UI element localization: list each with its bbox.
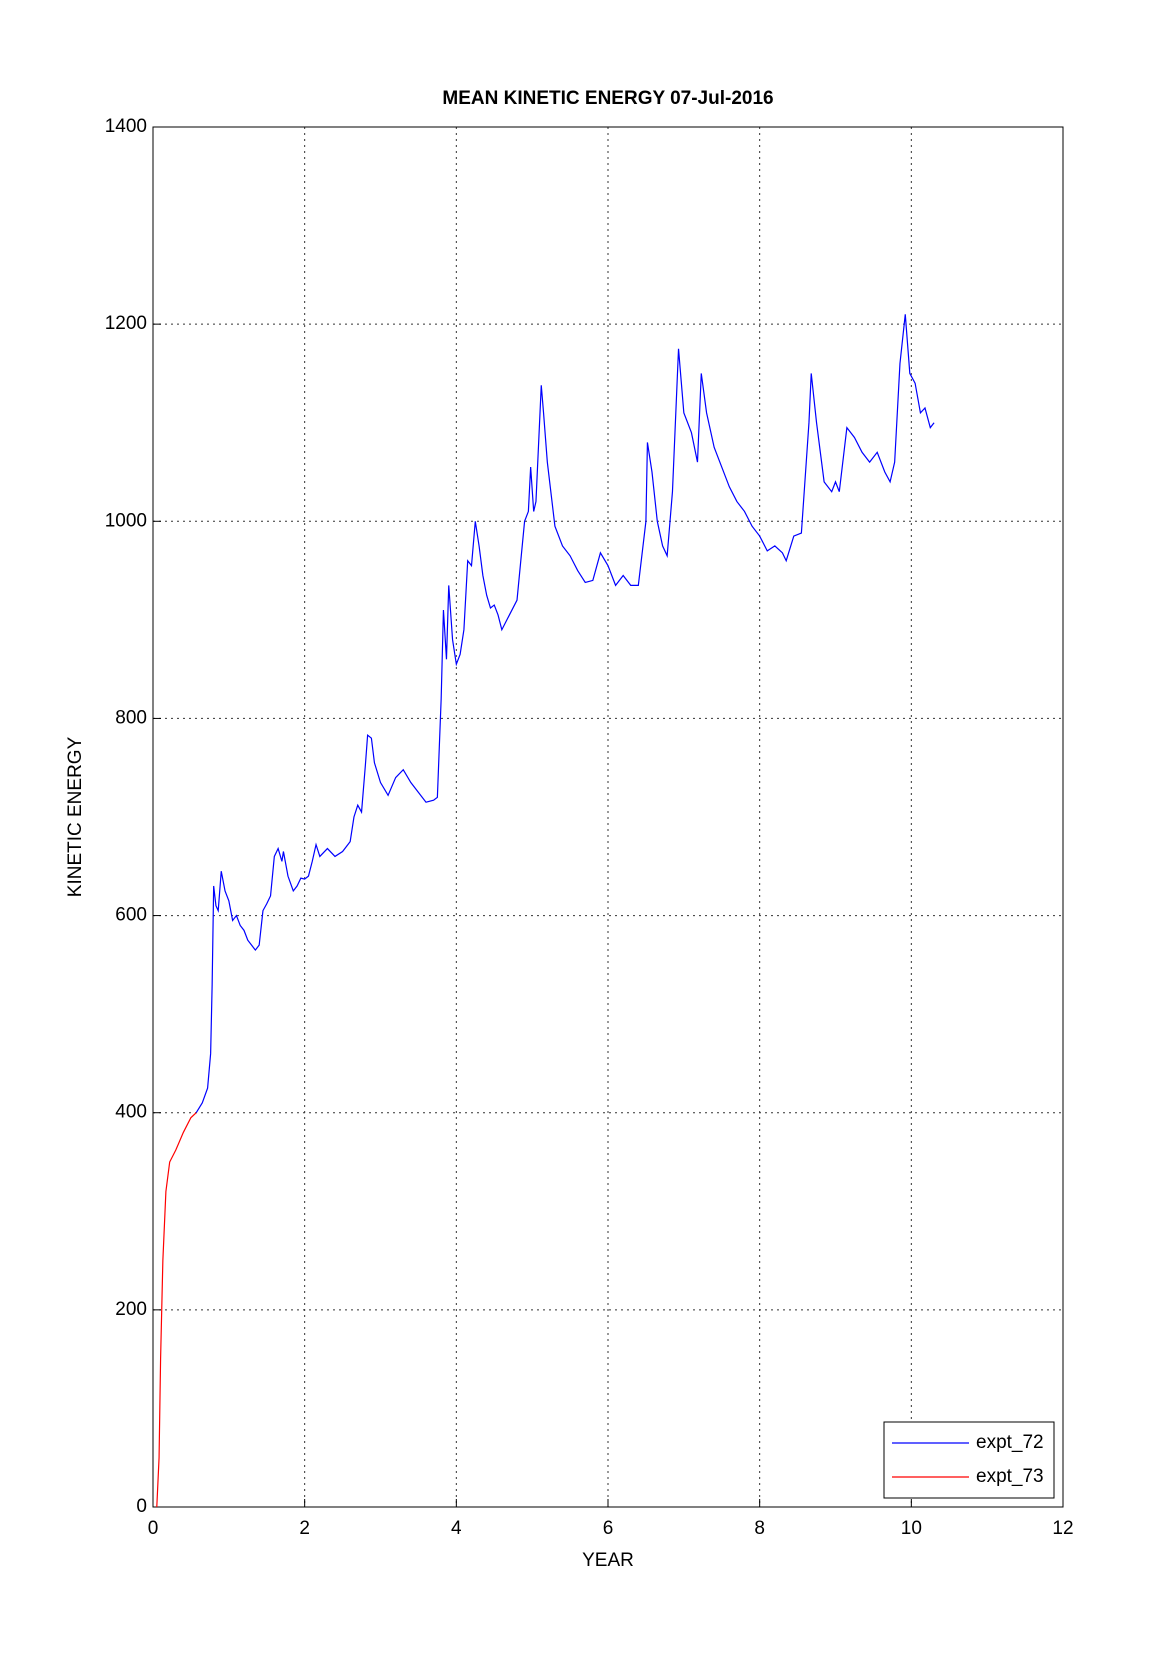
y-tick-label: 400 [115,1102,147,1123]
y-tick-label: 600 [115,905,147,926]
x-tick-label: 12 [1052,1518,1073,1539]
x-tick-label: 8 [754,1518,765,1539]
x-tick-label: 0 [148,1518,159,1539]
y-tick-label: 1000 [105,510,147,531]
y-tick-label: 200 [115,1299,147,1320]
x-axis-label: YEAR [582,1550,634,1571]
y-tick-label: 0 [136,1496,147,1517]
x-tick-label: 10 [901,1518,922,1539]
x-tick-label: 4 [451,1518,462,1539]
x-tick-label: 6 [603,1518,614,1539]
legend-box [883,1421,1055,1499]
y-tick-label: 1200 [105,313,147,334]
legend: expt_72 expt_73 [883,1421,1055,1499]
x-tick-label: 2 [299,1518,310,1539]
y-axis-label: KINETIC ENERGY [65,736,86,897]
line-series [156,1112,197,1508]
y-tick-label: 800 [115,707,147,728]
y-tick-label: 1400 [105,116,147,137]
chart-title: MEAN KINETIC ENERGY 07-Jul-2016 [442,88,773,109]
legend-label: expt_72 [976,1432,1044,1453]
legend-label: expt_73 [976,1466,1044,1487]
plot-frame [152,126,1064,1508]
line-series [195,314,935,1114]
